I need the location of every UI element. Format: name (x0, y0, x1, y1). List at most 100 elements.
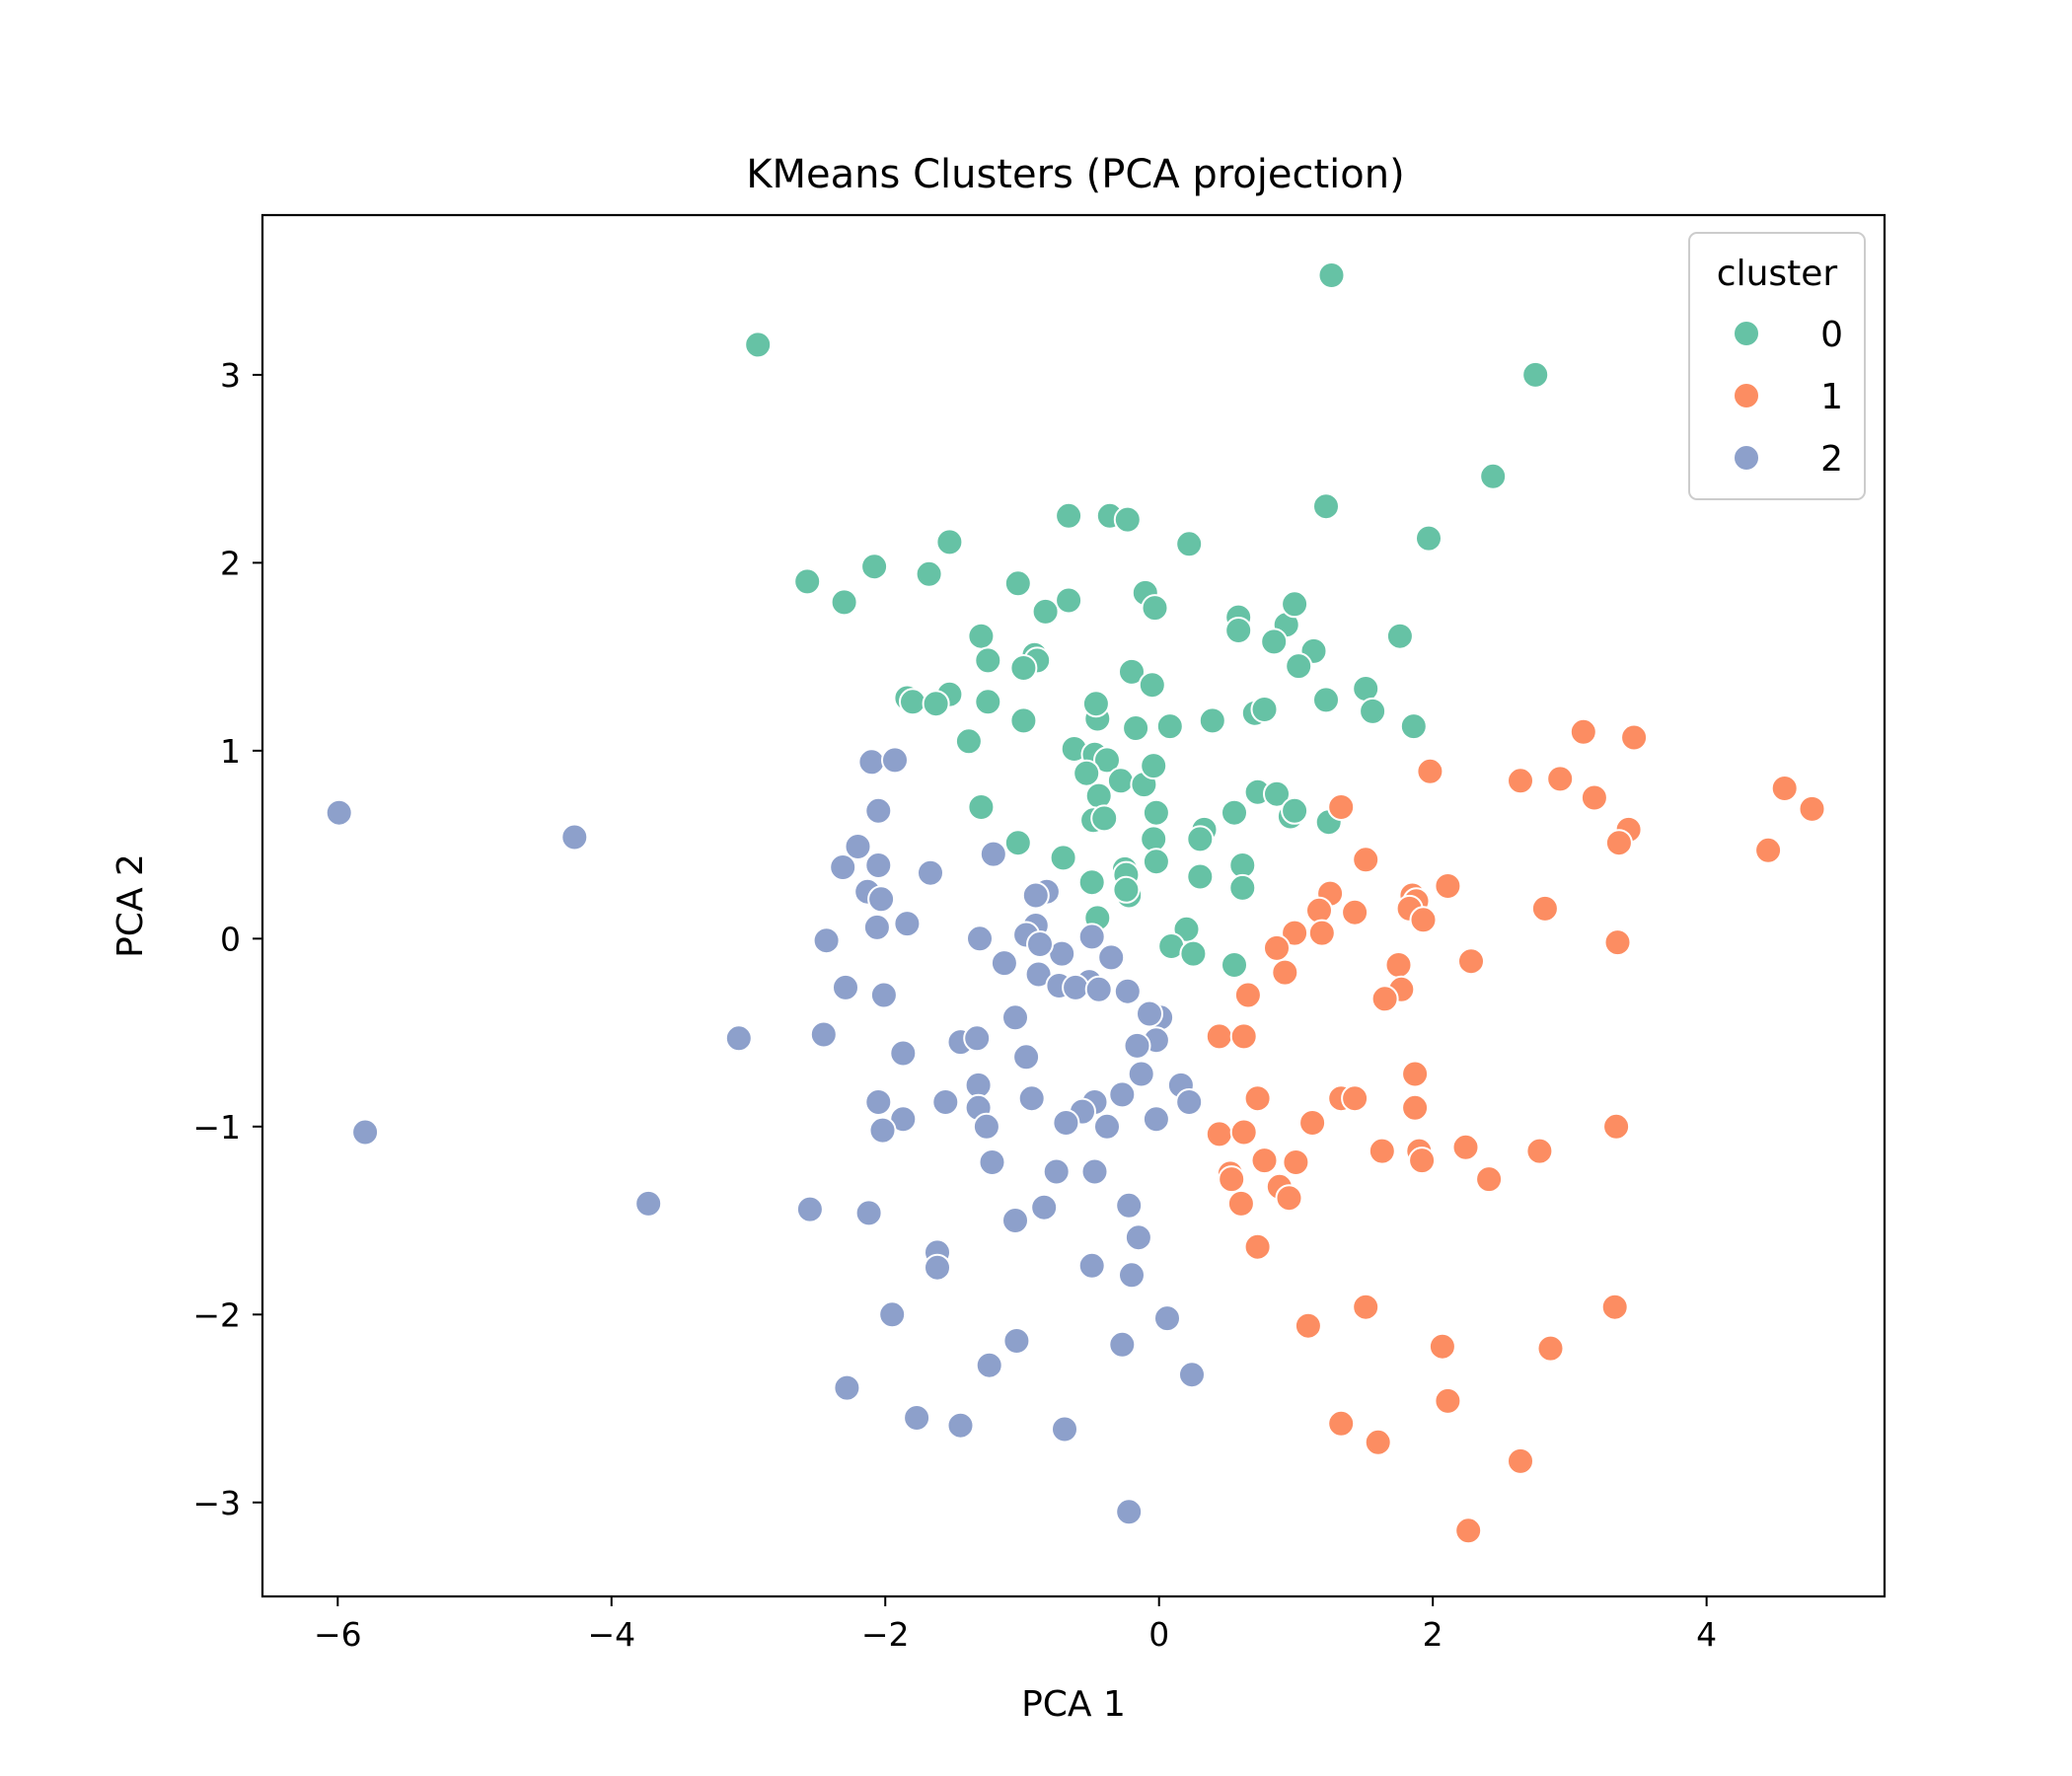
data-point (829, 853, 857, 881)
data-point (1186, 825, 1215, 853)
data-point (1127, 1060, 1155, 1088)
data-point (1600, 1293, 1629, 1321)
data-point (1221, 798, 1248, 827)
data-point (946, 1411, 975, 1440)
data-point (1604, 829, 1633, 857)
data-point (854, 1199, 883, 1227)
data-point (990, 949, 1018, 978)
data-point (833, 1373, 861, 1402)
data-point (1218, 1165, 1246, 1194)
data-point (1030, 1193, 1059, 1221)
data-point (1312, 686, 1340, 714)
data-point (1434, 1386, 1462, 1415)
data-point (978, 1148, 1006, 1176)
data-point (1051, 1415, 1078, 1443)
data-point (1084, 975, 1113, 1003)
data-point (1115, 1191, 1144, 1220)
data-point (1294, 1311, 1322, 1340)
data-point (1359, 697, 1387, 725)
legend-label: 1 (1820, 377, 1843, 417)
data-point (1142, 798, 1170, 827)
data-point (1399, 712, 1428, 741)
data-point (1186, 862, 1215, 891)
data-point (1106, 767, 1135, 795)
x-tick-label: 4 (1696, 1615, 1717, 1654)
data-point (864, 1088, 893, 1116)
data-point (867, 885, 896, 914)
x-tick-label: −6 (314, 1615, 362, 1654)
data-point (795, 1195, 824, 1223)
data-point (1385, 622, 1414, 650)
data-point (1175, 530, 1204, 558)
data-point (1205, 1022, 1233, 1051)
data-point (1275, 1184, 1303, 1213)
data-point (1118, 1261, 1146, 1290)
series-0 (744, 261, 1550, 979)
data-point (560, 823, 589, 851)
y-tick-label: 0 (220, 920, 241, 958)
data-point (1077, 868, 1106, 897)
y-axis-label: PCA 2 (111, 853, 151, 958)
data-point (974, 688, 1002, 716)
data-point (889, 1039, 918, 1068)
x-axis-label: PCA 1 (1021, 1684, 1126, 1725)
data-point (1475, 1165, 1504, 1194)
data-point (974, 646, 1002, 675)
data-point (1525, 1137, 1554, 1165)
data-point (1384, 951, 1413, 979)
data-point (1408, 1147, 1437, 1175)
data-point (724, 1024, 753, 1053)
data-point (1307, 919, 1336, 947)
y-tick-label: 2 (220, 544, 241, 582)
data-point (1281, 796, 1309, 825)
data-point (1434, 872, 1462, 900)
data-point (1226, 1189, 1255, 1218)
data-point (809, 1020, 838, 1049)
data-point (1546, 765, 1575, 793)
y-tick-label: 3 (220, 356, 241, 395)
data-point (915, 559, 943, 588)
x-axis: −6 −4 −2 0 2 4 (314, 1596, 1717, 1654)
data-point (1620, 723, 1649, 752)
data-point (1312, 492, 1340, 521)
data-point (1055, 586, 1083, 615)
data-point (1401, 1093, 1430, 1122)
data-point (931, 1088, 960, 1116)
data-point (1370, 985, 1399, 1013)
data-point (351, 1118, 380, 1147)
data-point (1229, 1118, 1258, 1147)
data-point (864, 796, 893, 825)
data-point (1341, 898, 1369, 926)
data-point (1243, 1232, 1272, 1261)
data-point (1569, 717, 1597, 746)
data-point (1451, 1133, 1480, 1161)
data-point (1229, 1022, 1258, 1051)
data-point (1097, 943, 1126, 972)
legend: cluster 0 1 2 (1688, 232, 1866, 500)
data-point (1140, 752, 1168, 780)
data-point (1401, 1060, 1430, 1088)
data-point (1603, 928, 1632, 957)
data-point (1077, 1251, 1106, 1280)
legend-marker (1733, 382, 1760, 409)
data-point (1012, 1043, 1041, 1072)
data-point (1798, 794, 1826, 823)
data-point (1263, 933, 1291, 962)
data-point (1081, 690, 1110, 718)
data-point (1073, 759, 1101, 787)
data-point (1536, 1334, 1565, 1363)
data-point (1285, 652, 1313, 681)
data-point (1250, 1147, 1279, 1175)
data-point (922, 690, 950, 718)
data-point (954, 727, 983, 756)
data-point (1155, 712, 1184, 741)
data-point (1084, 781, 1113, 810)
data-point (979, 840, 1007, 868)
data-point (1002, 1327, 1031, 1355)
data-point (862, 913, 891, 941)
data-point (1221, 951, 1248, 979)
legend-label: 2 (1820, 439, 1843, 480)
legend-marker (1733, 444, 1760, 472)
data-point (1428, 1332, 1456, 1361)
data-point (1031, 597, 1060, 626)
